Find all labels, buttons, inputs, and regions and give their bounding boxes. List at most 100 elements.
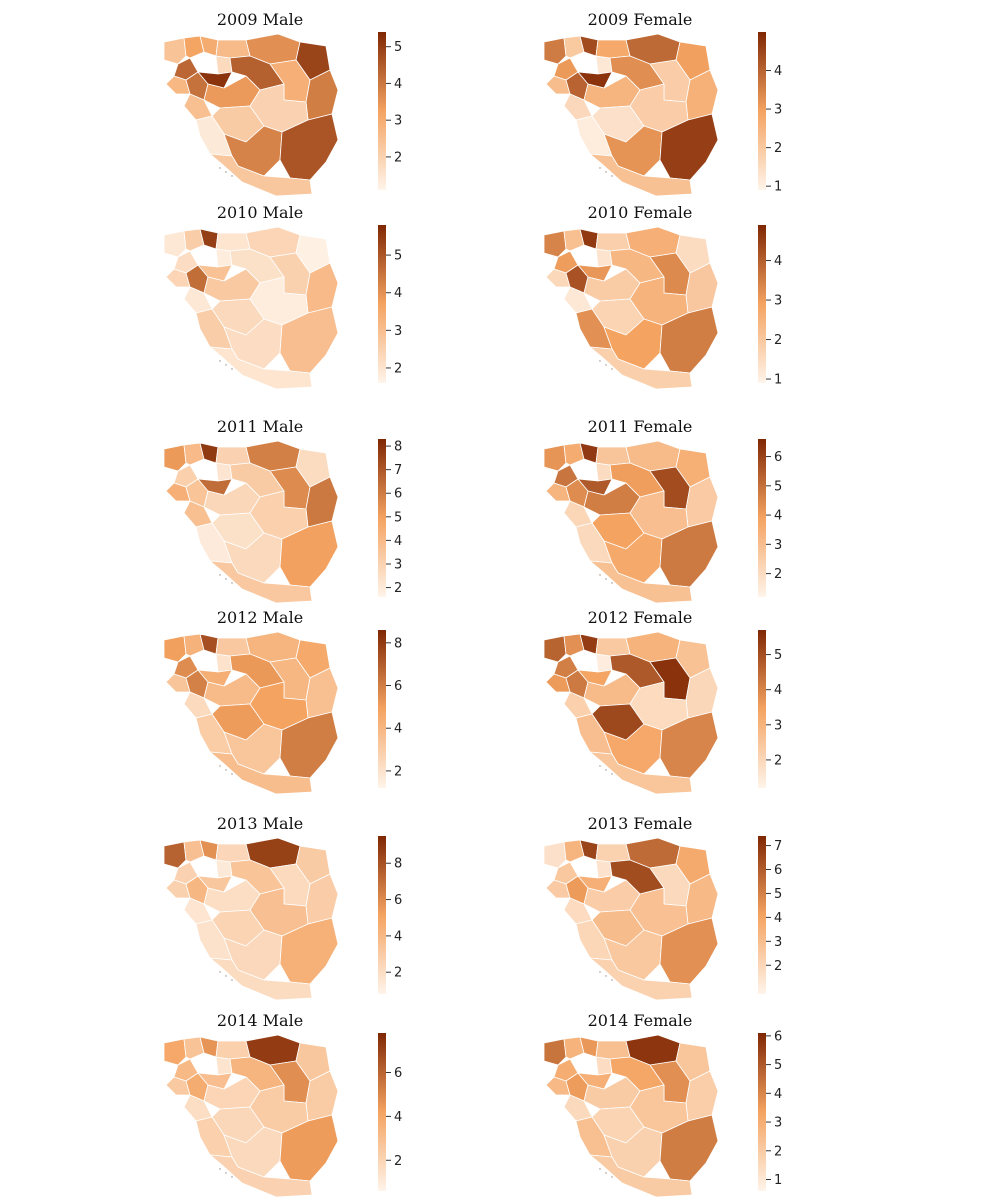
panel-title: 2009 Male (216, 10, 304, 29)
scale-tick-label: 4 (774, 254, 782, 269)
scale-tick-label: 5 (774, 479, 782, 494)
province-region (589, 560, 693, 604)
province-region (183, 35, 205, 59)
scale-tick-label: 2 (394, 150, 402, 165)
scale-tick-label: 1 (774, 180, 782, 195)
scale-tick-label: 8 (394, 636, 402, 651)
panel-title: 2012 Male (216, 608, 304, 627)
province-region (197, 264, 233, 282)
island-dot (599, 1168, 601, 1170)
scale-tick-label: 2 (394, 1154, 402, 1169)
province-map (163, 440, 339, 604)
island-dot (219, 765, 221, 767)
island-dot (605, 769, 607, 771)
island-dot (231, 1176, 233, 1178)
island-dot (611, 175, 613, 177)
province-region (589, 751, 693, 795)
island-dot (225, 1172, 227, 1174)
province-region (209, 560, 313, 604)
province-region (199, 839, 219, 861)
island-dot (599, 971, 601, 973)
province-region (183, 442, 205, 466)
map-panel: 2009 Male 2 3 4 5 (160, 10, 520, 200)
province-map (163, 837, 339, 1001)
color-scale-bar (758, 225, 766, 383)
scale-tick-label: 4 (394, 534, 402, 549)
island-dot (599, 167, 601, 169)
province-region (563, 1036, 585, 1060)
island-dot (219, 574, 221, 576)
scale-tick-label: 2 (394, 764, 402, 779)
island-dot (605, 578, 607, 580)
province-region (165, 482, 191, 502)
province-region (579, 442, 599, 464)
province-region (165, 268, 191, 288)
scale-tick-label: 8 (394, 440, 402, 455)
province-region (165, 673, 191, 693)
panel-title: 2011 Female (587, 417, 693, 436)
province-region (215, 232, 251, 252)
island-dot (611, 368, 613, 370)
province-region (165, 75, 191, 95)
panel-title: 2014 Male (216, 1011, 304, 1030)
province-region (215, 843, 251, 863)
province-region (209, 346, 313, 390)
panel-title: 2009 Female (587, 10, 693, 29)
province-region (215, 859, 233, 879)
province-map (543, 1034, 719, 1198)
province-region (197, 669, 233, 687)
map-panel: 2012 Female 2 3 4 5 (540, 608, 900, 798)
scale-tick-label: 6 (394, 893, 402, 908)
province-region (595, 39, 631, 59)
province-region (199, 35, 219, 57)
scale-tick-label: 6 (394, 487, 402, 502)
scale-tick-label: 3 (774, 935, 782, 950)
island-dot (605, 1172, 607, 1174)
scale-tick-label: 2 (394, 581, 402, 596)
scale-tick-label: 2 (774, 141, 782, 156)
province-region (183, 839, 205, 863)
scale-tick-label: 3 (774, 103, 782, 118)
island-dot (231, 582, 233, 584)
province-region (579, 228, 599, 250)
panel-title: 2013 Female (587, 814, 693, 833)
province-region (563, 633, 585, 657)
scale-tick-label: 5 (774, 648, 782, 663)
scale-tick-label: 3 (394, 114, 402, 129)
panel-title: 2013 Male (216, 814, 304, 833)
scale-tick-label: 2 (774, 567, 782, 582)
province-region (595, 843, 631, 863)
scale-tick-label: 6 (774, 450, 782, 465)
map-panel: 2012 Male 2 4 6 8 (160, 608, 520, 798)
island-dot (611, 582, 613, 584)
province-region (163, 841, 187, 869)
province-region (595, 232, 631, 252)
island-dot (231, 368, 233, 370)
province-region (543, 1038, 567, 1066)
province-region (209, 957, 313, 1001)
color-scale-legend: 2 4 6 (378, 1033, 402, 1191)
province-region (215, 653, 233, 673)
province-region (163, 444, 187, 472)
province-region (545, 268, 571, 288)
color-scale-bar (758, 1033, 766, 1191)
island-dot (231, 773, 233, 775)
province-region (215, 462, 233, 482)
island-dot (225, 975, 227, 977)
scale-tick-label: 6 (394, 679, 402, 694)
island-dot (219, 360, 221, 362)
scale-tick-label: 5 (394, 249, 402, 264)
color-scale-legend: 2 3 4 5 6 7 8 (378, 439, 402, 597)
province-map (163, 631, 339, 795)
map-panel: 2011 Female 2 3 4 5 6 (540, 417, 900, 607)
province-region (165, 1076, 191, 1096)
province-region (197, 478, 233, 496)
scale-tick-label: 4 (774, 683, 782, 698)
scale-tick-label: 3 (774, 718, 782, 733)
province-region (545, 879, 571, 899)
island-dot (231, 175, 233, 177)
island-dot (611, 1176, 613, 1178)
province-region (183, 228, 205, 252)
scale-tick-label: 4 (774, 509, 782, 524)
color-scale-legend: 2 3 4 5 (378, 32, 402, 190)
